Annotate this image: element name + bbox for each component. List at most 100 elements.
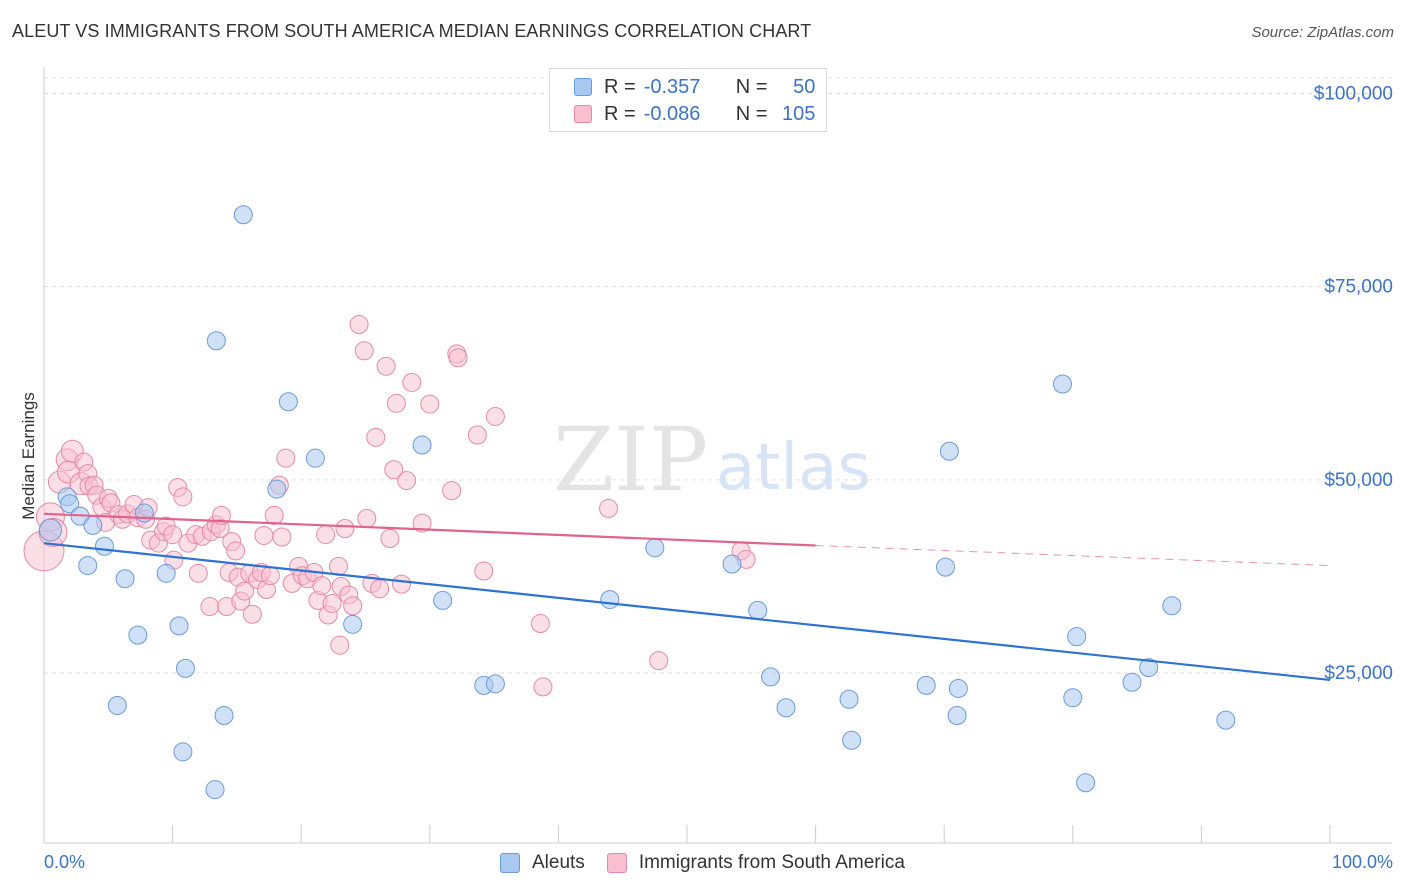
immigrants-point <box>349 315 369 334</box>
aleuts-point <box>722 554 742 574</box>
aleuts-point <box>175 658 195 678</box>
immigrants-point <box>370 579 390 599</box>
immigrants-point <box>397 471 417 491</box>
aleuts-point <box>156 563 176 583</box>
aleuts-point <box>233 205 253 225</box>
legend-r-label: R = <box>604 102 636 125</box>
y-tick-label: $25,000 <box>1324 663 1393 684</box>
aleuts-point <box>839 689 859 709</box>
aleuts-point <box>134 503 154 523</box>
aleuts-point <box>305 448 325 468</box>
legend-n-value: 105 <box>782 102 816 125</box>
aleuts-point <box>267 479 287 499</box>
aleuts-point <box>1216 710 1236 730</box>
aleuts-point <box>94 536 114 556</box>
aleuts-point <box>948 678 968 698</box>
aleuts-point <box>169 616 189 636</box>
legend-r-value: -0.357 <box>643 75 701 98</box>
y-tick-label: $100,000 <box>1314 83 1393 104</box>
aleuts-point <box>1063 688 1083 708</box>
immigrants-point <box>354 341 374 361</box>
aleuts-point <box>60 494 80 514</box>
immigrants-point <box>649 651 669 671</box>
immigrants-point <box>242 604 262 624</box>
correlation-legend: R = -0.357 N = 50 R = -0.086 N = 105 <box>549 68 827 132</box>
x-tick-label-max: 100.0% <box>1331 852 1393 872</box>
aleuts-point <box>935 557 955 577</box>
aleuts-point <box>173 742 193 762</box>
immigrants-point <box>173 487 193 507</box>
chart-title: ALEUT VS IMMIGRANTS FROM SOUTH AMERICA M… <box>12 21 812 41</box>
legend-swatch-blue <box>574 78 592 96</box>
aleuts-point <box>214 706 234 725</box>
immigrants-point <box>328 556 348 576</box>
aleuts-point <box>761 667 781 687</box>
aleuts-point <box>645 538 665 558</box>
aleuts-point <box>412 435 432 455</box>
immigrants-point <box>322 593 342 613</box>
aleuts-trend-line <box>43 542 1331 682</box>
legend-n-label: N = <box>735 75 768 98</box>
aleuts-point <box>433 590 453 610</box>
aleuts-point <box>343 614 363 634</box>
immigrants-point <box>163 525 183 545</box>
immigrants-point <box>448 348 468 368</box>
immigrants-point <box>357 508 377 528</box>
watermark-atlas: atlas <box>716 431 871 505</box>
immigrants-point <box>474 561 494 581</box>
legend-row-aleuts: R = -0.357 N = 50 <box>574 75 815 99</box>
immigrants-point <box>226 541 246 561</box>
immigrants-point <box>200 597 220 617</box>
aleuts-point <box>485 674 505 694</box>
aleuts-point <box>776 698 796 718</box>
immigrants-point <box>335 519 355 538</box>
immigrants-point <box>188 563 208 583</box>
immigrants-point <box>235 581 255 601</box>
watermark-zip: ZIP <box>553 408 708 511</box>
immigrants-point <box>316 525 336 545</box>
y-tick-labels: $25,000 $50,000 $75,000 $100,000 <box>1314 83 1393 684</box>
aleuts-point <box>206 331 226 351</box>
x-tick-label-min: 0.0% <box>44 852 86 872</box>
aleuts-point <box>916 675 936 695</box>
immigrants-point <box>264 505 284 525</box>
legend-item-immigrants[interactable]: Immigrants from South America <box>606 852 905 874</box>
aleuts-point <box>939 441 959 461</box>
immigrants-point <box>533 677 553 697</box>
immigrants-point <box>485 406 505 426</box>
legend-r-value: -0.086 <box>643 102 701 125</box>
aleuts-point <box>600 590 620 610</box>
aleuts-point <box>842 730 862 750</box>
immigrants-point <box>254 525 274 545</box>
immigrants-point <box>330 635 350 655</box>
aleuts-point <box>107 695 127 715</box>
legend-r-label: R = <box>604 75 636 98</box>
aleuts-point <box>947 706 967 725</box>
source-label: Source: ZipAtlas.com <box>1251 24 1394 41</box>
immigrants-point <box>384 460 404 480</box>
immigrants-point <box>276 448 296 468</box>
immigrants-point <box>442 481 462 501</box>
legend-label-immigrants: Immigrants from South America <box>638 852 905 873</box>
axes <box>43 67 1392 844</box>
aleuts-point <box>1139 658 1159 678</box>
aleuts-point <box>78 556 98 576</box>
aleuts-point <box>1067 627 1087 647</box>
immigrants-point <box>412 513 432 533</box>
legend-item-aleuts[interactable]: Aleuts <box>500 852 585 874</box>
legend-swatch-immigrants <box>606 853 627 873</box>
immigrants-point <box>386 393 406 413</box>
trend-lines <box>43 512 1331 682</box>
aleuts-point <box>1162 596 1182 616</box>
immigrants-trend-line <box>43 512 816 547</box>
immigrants-point <box>530 614 550 634</box>
legend-swatch-aleuts <box>500 853 520 873</box>
immigrants-point <box>402 372 422 392</box>
aleuts-point <box>38 518 62 542</box>
immigrants-trend-extension <box>815 545 1331 567</box>
aleuts-point <box>83 515 103 535</box>
legend-row-immigrants: R = -0.086 N = 105 <box>574 102 815 126</box>
immigrants-point <box>366 427 386 447</box>
pink-series-points <box>23 315 756 697</box>
legend-n-label: N = <box>735 102 768 125</box>
